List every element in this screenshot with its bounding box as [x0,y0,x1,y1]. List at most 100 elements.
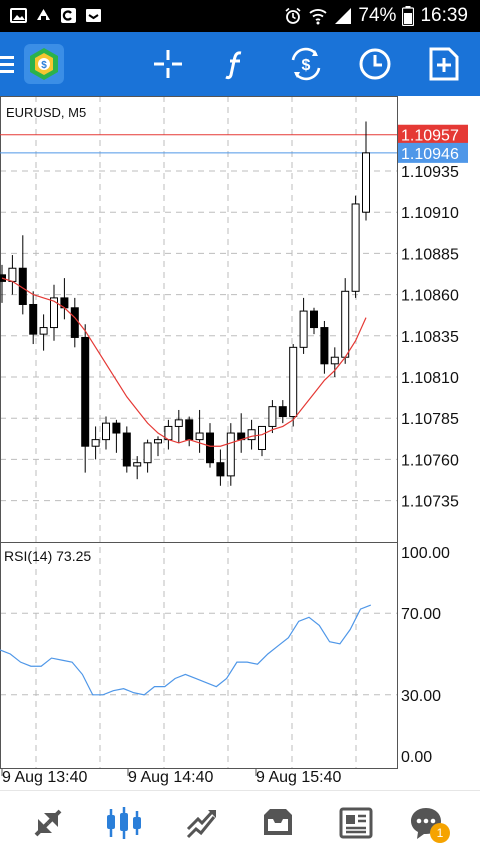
wifi-icon [309,9,328,25]
gallery-icon [10,8,27,23]
candle-body [258,425,266,451]
moving-average-line [1,277,367,447]
moving-average [1,277,367,447]
nav-news[interactable] [336,803,376,843]
rsi-line [0,604,372,696]
metatrader-logo[interactable]: $ [24,44,64,84]
candle-body [143,442,152,464]
add-object-icon [429,47,459,81]
candle-body [50,297,58,329]
candle-body [278,406,287,418]
price-tick-label: 1.10860 [401,288,459,305]
candle-body [8,267,17,282]
candle-body [29,303,38,335]
symbol-title: EURUSD, M5 [6,105,86,120]
candle-body [91,439,100,447]
battery-icon [402,6,415,26]
nav-messages[interactable]: 1 [406,803,450,843]
timeframe-button[interactable] [357,46,393,82]
crosshair-icon [154,50,182,78]
candle-body [174,419,183,427]
inbox-icon [86,9,101,22]
rsi-tick-label: 70.00 [401,606,441,623]
trade-icon: $ [291,47,321,81]
candle-body [154,439,162,444]
candle-body [185,419,194,441]
price-axis: 1.10935 1.10910 1.10885 1.10860 1.10835 1.108… [401,164,459,511]
notification-icons [10,7,102,24]
chart-area[interactable]: EURUSD, M5 RSI(14) 73.25 1.10935 1.10910 1… [0,96,480,790]
candle-body [81,336,90,447]
app-c-icon [61,8,76,23]
svg-text:$: $ [41,60,47,71]
drive-icon [37,9,50,20]
nav-history[interactable] [258,803,298,843]
rsi-series-line [0,604,372,696]
candle-body [70,307,79,338]
price-tick-label: 1.10935 [401,164,459,181]
crosshair-button[interactable] [150,46,186,82]
rsi-tick-label: 100.00 [401,545,450,562]
price-line-tag [398,142,468,163]
news-icon [339,807,373,839]
chart-canvas[interactable]: EURUSD, M5 RSI(14) 73.25 1.109351.109101… [0,96,480,790]
alarm-icon [285,7,301,24]
time-tick-label: 9 Aug 15:40 [256,769,342,786]
price-line-label: 1.10957 [401,128,459,145]
indicators-button[interactable] [218,46,254,82]
battery-level: 74% [358,5,397,26]
price-line-tag [398,124,468,145]
function-icon [225,51,242,80]
menu-icon[interactable] [0,52,14,76]
price-tick-label: 1.10835 [401,329,459,346]
candle-body [39,327,48,335]
price-tick-label: 1.10885 [401,246,459,263]
svg-text:$: $ [302,57,311,74]
clock-icon [359,48,391,80]
chart-toolbar: $ $ [0,32,480,96]
candle-body [133,462,142,467]
candles [0,121,370,486]
candle-body [289,346,298,418]
candle-body [330,356,339,365]
chart-frame [0,96,398,769]
candle-body [247,429,256,441]
time-tick-label: 9 Aug 14:40 [128,769,214,786]
price-tick-label: 1.10735 [401,494,459,511]
candle-body [102,422,110,441]
system-indicators: 74% 16:39 [284,5,468,27]
candle-body [320,327,329,365]
rsi-tick-label: 0.00 [401,749,432,766]
candle-body [299,310,308,348]
candle-body [206,432,214,464]
clock-time: 16:39 [420,5,468,26]
nav-trade[interactable] [182,803,222,843]
price-tick-label: 1.10785 [401,411,459,428]
nav-quotes[interactable] [28,803,68,843]
candle-body [351,203,360,292]
price-tick-label: 1.10910 [401,205,459,222]
add-object-button[interactable] [426,46,462,82]
new-order-button[interactable]: $ [288,46,324,82]
candle-body [341,290,350,358]
rsi-axis: 100.00 70.00 30.00 0.00 [401,545,450,766]
candle-body [216,462,225,477]
candle-body [268,406,277,427]
charts-icon [107,807,141,839]
candle-body [362,152,370,213]
time-tick-label: 9 Aug 13:40 [2,769,88,786]
rsi-tick-label: 30.00 [401,688,441,705]
chart-grid [0,96,397,768]
price-tick-label: 1.10760 [401,452,459,469]
messages-badge: 1 [430,823,450,843]
bottom-navigation: 1 [0,790,480,854]
nav-charts[interactable] [104,803,144,843]
trade-nav-icon [186,810,216,839]
candle-body [122,432,131,467]
status-bar: 74% 16:39 [0,0,480,32]
candle-body [195,432,204,441]
candle-body [112,422,121,434]
candle-body [310,310,318,329]
signal-icon [335,8,352,24]
